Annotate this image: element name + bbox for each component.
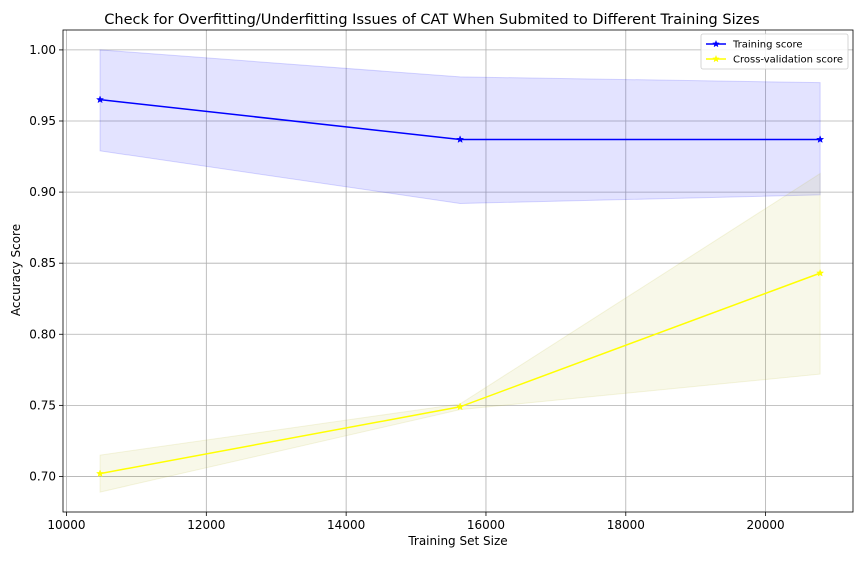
y-axis-label: Accuracy Score — [9, 224, 23, 316]
series-markers — [95, 95, 825, 478]
legend-marker-cross-validation-score — [712, 54, 720, 63]
training-score-point — [455, 135, 465, 143]
legend-marker-training-score — [712, 39, 720, 48]
y-tick-label: 0.85 — [29, 256, 56, 270]
y-tick-label: 0.80 — [29, 327, 56, 341]
chart-title: Check for Overfitting/Underfitting Issue… — [104, 12, 759, 28]
cross-validation-score-point — [816, 268, 825, 277]
y-tick-label: 0.95 — [29, 114, 56, 128]
y-tick-label: 0.70 — [29, 469, 56, 483]
x-tick-label: 10000 — [47, 518, 85, 532]
x-axis-ticks: 10000 12000 14000 16000 18000 20000 — [47, 512, 785, 532]
y-tick-label: 0.90 — [29, 185, 56, 199]
legend-label-cross-validation-score: Cross-validation score — [733, 55, 843, 66]
legend: Training score Cross-validation score — [700, 33, 849, 70]
x-axis-label: Training Set Size — [407, 534, 507, 548]
legend-box — [700, 33, 849, 70]
x-tick-label: 16000 — [467, 518, 505, 532]
training-score-point — [816, 135, 825, 143]
cross-validation-score-point — [455, 402, 465, 411]
training-score-point — [95, 95, 105, 104]
x-tick-label: 14000 — [327, 518, 365, 532]
x-tick-label: 12000 — [187, 518, 225, 532]
cross-validation-score-point — [95, 469, 105, 478]
legend-label-training-score: Training score — [732, 40, 803, 51]
training-score-band — [99, 49, 821, 204]
y-tick-label: 1.00 — [29, 43, 56, 57]
y-tick-label: 0.75 — [29, 398, 56, 412]
x-tick-label: 20000 — [747, 518, 785, 532]
x-tick-label: 18000 — [607, 518, 645, 532]
grid — [63, 30, 853, 512]
y-axis-ticks: 0.70 0.75 0.80 0.85 0.90 0.95 1.00 — [29, 43, 63, 483]
plot-frame — [62, 29, 854, 513]
